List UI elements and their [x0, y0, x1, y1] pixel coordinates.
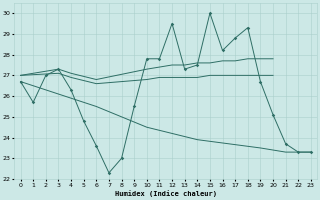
X-axis label: Humidex (Indice chaleur): Humidex (Indice chaleur) [115, 190, 217, 197]
